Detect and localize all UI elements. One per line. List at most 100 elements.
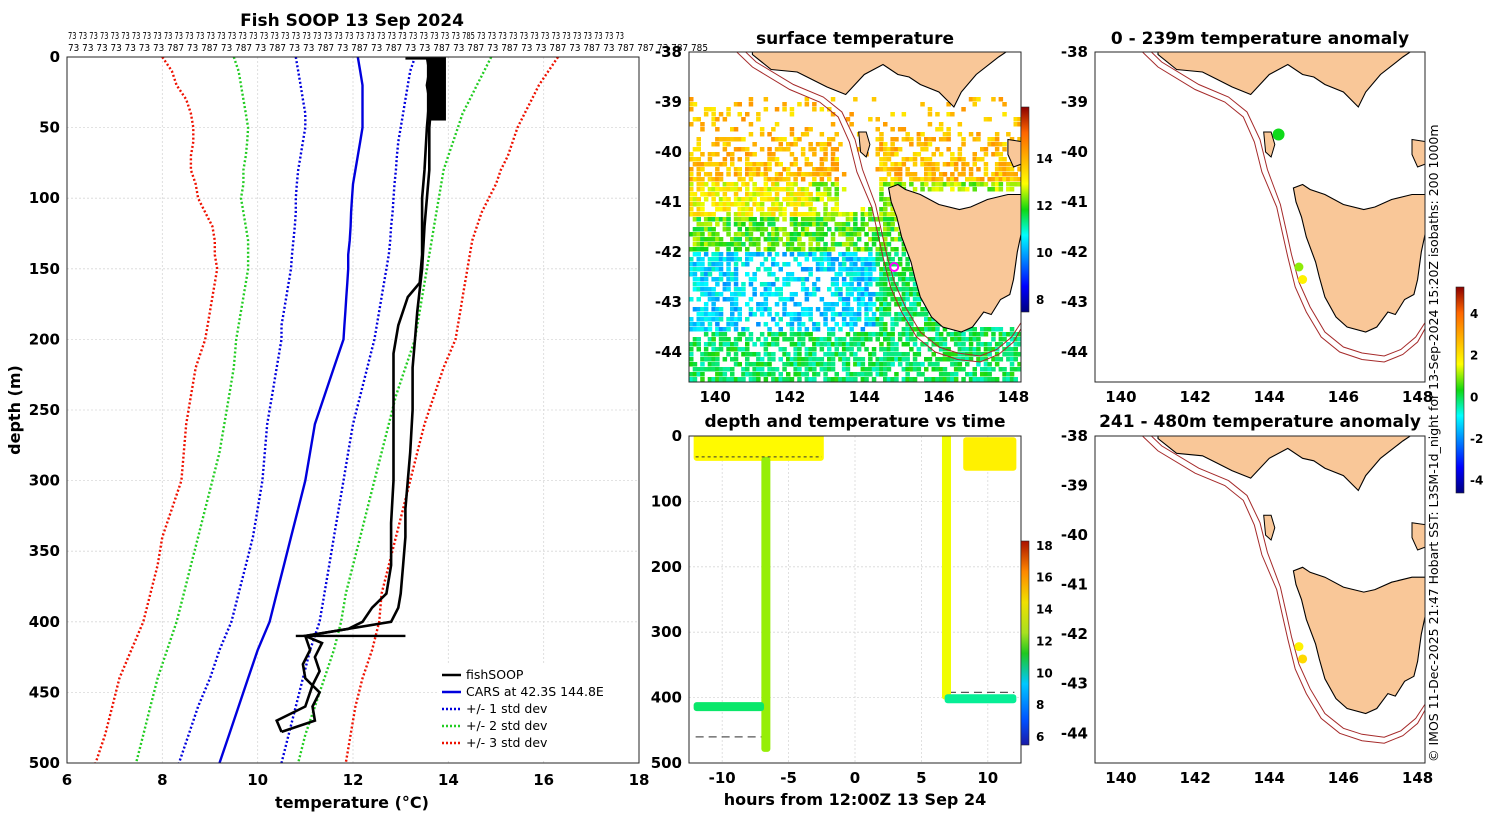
sst-pixel <box>815 277 821 282</box>
sst-pixel <box>931 342 936 347</box>
sst-pixel <box>924 367 929 372</box>
anomaly2-xtick-label: 144 <box>1254 769 1285 787</box>
sst-pixel <box>707 237 713 242</box>
sst-pixel <box>793 157 798 162</box>
sst-ytick-label: -42 <box>655 243 682 261</box>
sst-pixel <box>860 272 866 277</box>
sst-pixel <box>834 337 839 342</box>
sst-pixel <box>972 137 977 142</box>
sst-pixel <box>875 227 880 232</box>
sst-pixel <box>730 242 735 247</box>
sst-pixel <box>692 242 698 247</box>
sst-pixel <box>961 357 966 362</box>
profile-ytick-label: 450 <box>29 683 60 701</box>
sst-pixel <box>722 192 728 197</box>
sst-pixel <box>804 372 810 377</box>
sst-pixel <box>897 272 903 277</box>
sst-pixel <box>756 202 761 207</box>
sst-pixel <box>879 372 884 377</box>
sst-pixel <box>830 217 836 222</box>
anomaly1-ytick-label: -42 <box>1061 243 1088 261</box>
sst-pixel <box>905 262 910 267</box>
sst-pixel <box>689 327 694 332</box>
sst-pixel <box>953 377 959 382</box>
sst-pixel <box>763 352 769 357</box>
sst-pixel <box>707 317 713 322</box>
sst-pixel <box>800 222 806 227</box>
sst-pixel <box>800 232 806 237</box>
sst-pixel <box>976 357 981 362</box>
sst-pixel <box>864 317 869 322</box>
sst-pixel <box>1021 377 1026 382</box>
ts-colorbar-tick: 10 <box>1036 666 1053 680</box>
sst-pixel <box>942 137 948 142</box>
timeseries-grid <box>689 435 1021 764</box>
sst-pixel <box>812 337 817 342</box>
sst-pixel <box>759 162 765 167</box>
sst-pixel <box>804 312 810 317</box>
sst-pixel <box>703 327 709 332</box>
sst-pixel <box>871 257 877 262</box>
sst-pixel <box>737 247 742 252</box>
sst-pixel <box>741 137 746 142</box>
sst-pixel <box>950 337 955 342</box>
sst-pixel <box>707 337 713 342</box>
sst-pixel <box>875 322 880 327</box>
sst-pixel <box>759 282 765 287</box>
sst-pixel <box>830 377 836 382</box>
sst-pixel <box>920 147 925 152</box>
sst-pixel <box>715 217 720 222</box>
sst-pixel <box>894 272 899 277</box>
sst-pixel <box>782 197 787 202</box>
sst-pixel <box>823 372 828 377</box>
sst-pixel <box>879 267 884 272</box>
sst-pixel <box>957 352 963 357</box>
sst-pixel <box>756 207 761 212</box>
sst-pixel <box>871 322 877 327</box>
sst-pixel <box>771 232 776 237</box>
sst-pixel <box>886 242 892 247</box>
sst-pixel <box>789 192 795 197</box>
sst-pixel <box>782 362 787 367</box>
sst-pixel <box>864 372 869 377</box>
sst-pixel <box>897 362 903 367</box>
sst-pixel <box>711 362 716 367</box>
sst-pixel <box>756 242 761 247</box>
sst-pixel <box>771 202 776 207</box>
sst-pixel <box>737 232 742 237</box>
sst-pixel <box>726 222 731 227</box>
sst-pixel <box>815 267 821 272</box>
sst-pixel <box>718 162 724 167</box>
sst-pixel <box>1013 337 1018 342</box>
sst-pixel <box>860 327 866 332</box>
sst-pixel <box>834 322 839 327</box>
sst-pixel <box>1017 362 1021 367</box>
sst-pixel <box>1002 172 1007 177</box>
sst-pixel <box>838 352 843 357</box>
anomaly1-panel: 0 - 239m temperature anomaly 140 142 144 14… <box>1061 29 1433 406</box>
sst-pixel <box>774 162 780 167</box>
sst-pixel <box>722 197 728 202</box>
sst-pixel <box>868 117 873 122</box>
sst-pixel <box>901 292 907 297</box>
sst-pixel <box>733 137 739 142</box>
sst-pixel <box>793 202 798 207</box>
sst-pixel <box>793 212 798 217</box>
sst-pixel <box>730 297 735 302</box>
sst-pixel <box>827 352 832 357</box>
sst-pixel <box>804 287 810 292</box>
sst-pixel <box>905 332 910 337</box>
sst-pixel <box>998 332 1004 337</box>
anomaly2-xtick-label: 140 <box>1105 769 1136 787</box>
sst-pixel <box>696 287 701 292</box>
sst-pixel <box>782 102 787 107</box>
sst-pixel <box>797 327 802 332</box>
sst-pixel <box>834 222 839 227</box>
sst-pixel <box>879 182 884 187</box>
sst-pixel <box>703 242 709 247</box>
sst-pixel <box>980 352 985 357</box>
sst-pixel <box>819 167 825 172</box>
sst-pixel <box>935 337 940 342</box>
sst-pixel <box>689 262 694 267</box>
sst-pixel <box>793 247 798 252</box>
